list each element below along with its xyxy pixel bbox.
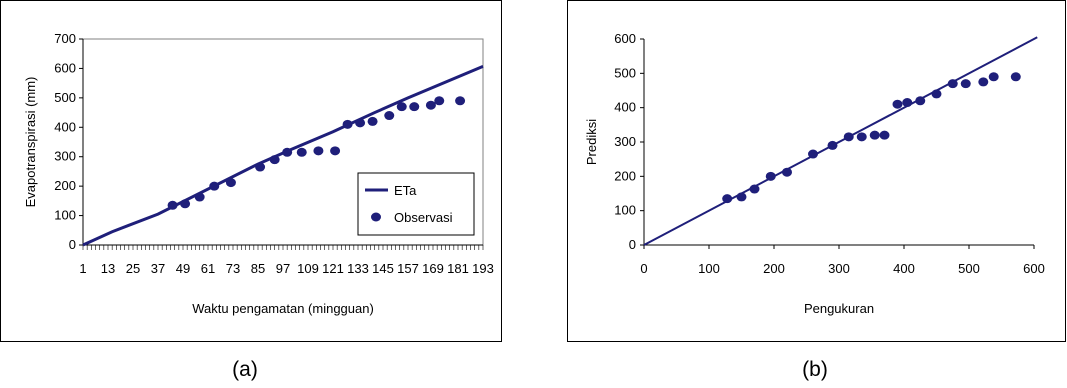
observasi-point (313, 146, 324, 156)
caption-b: (b) (802, 358, 828, 381)
y-tick-label: 0 (69, 237, 76, 252)
prediction-point (736, 192, 747, 202)
prediction-point (869, 130, 880, 140)
y-tick-label: 400 (54, 119, 76, 134)
prediction-point (782, 167, 792, 177)
y-tick-label: 0 (629, 237, 636, 252)
observasi-point (342, 119, 353, 129)
y-axis-label: Evapotranspirasi (mm) (23, 77, 38, 208)
prediction-point (827, 140, 838, 150)
x-tick-label: 0 (640, 261, 647, 276)
x-axis-label: Pengukuran (804, 301, 874, 316)
eta-series-line (82, 64, 484, 247)
observasi-point (455, 96, 466, 106)
prediction-point (960, 79, 971, 89)
y-axis-label: Prediksi (584, 119, 599, 165)
prediction-point (749, 184, 760, 194)
x-tick-label: 37 (151, 261, 165, 276)
y-tick-label: 200 (54, 178, 76, 193)
x-tick-label: 25 (126, 261, 140, 276)
y-tick-label: 500 (614, 65, 636, 80)
x-tick-label: 181 (447, 261, 469, 276)
x-tick-label: 400 (893, 261, 915, 276)
x-tick-label: 1 (79, 261, 86, 276)
prediction-point (843, 132, 854, 142)
prediction-point (856, 132, 867, 142)
legend-observasi-swatch (371, 212, 381, 222)
prediction-point (947, 79, 958, 89)
y-tick-label: 300 (54, 149, 76, 164)
x-tick-label: 500 (958, 261, 980, 276)
x-tick-label: 600 (1023, 261, 1045, 276)
chart-b-svg: 0 100 200 300 400 500 600 0 100 200 300 400 500 600 Pe… (584, 31, 1045, 316)
observasi-point (255, 162, 266, 172)
x-tick-label: 193 (472, 261, 494, 276)
observasi-point (384, 111, 395, 121)
observasi-point (425, 100, 436, 110)
prediction-point (1010, 72, 1021, 82)
x-tick-label: 100 (698, 261, 720, 276)
observasi-point (355, 118, 366, 128)
x-tick-label: 109 (297, 261, 319, 276)
y-tick-label: 300 (614, 134, 636, 149)
prediction-point (915, 96, 926, 106)
observasi-point (330, 146, 341, 156)
legend-box (357, 172, 475, 236)
y-tick-label: 700 (54, 31, 76, 46)
observasi-point (367, 116, 378, 126)
y-tick-label: 100 (54, 208, 76, 223)
x-tick-label: 97 (276, 261, 290, 276)
x-tick-label: 157 (397, 261, 419, 276)
x-tick-label: 133 (347, 261, 369, 276)
prediction-point (892, 99, 903, 109)
prediction-point (978, 77, 989, 87)
x-axis-label: Waktu pengamatan (mingguan) (192, 301, 374, 316)
prediction-point (931, 89, 942, 99)
observasi-point (296, 147, 307, 157)
observasi-point (194, 192, 205, 202)
x-tick-label: 61 (201, 261, 215, 276)
y-tick-label: 200 (614, 168, 636, 183)
x-tick-label: 73 (226, 261, 240, 276)
chart-panel-b: 0 100 200 300 400 500 600 0 100 200 300 400 500 600 Pe… (567, 0, 1066, 342)
observasi-point (209, 181, 220, 191)
prediction-point (765, 171, 776, 181)
y-tick-label: 500 (54, 90, 76, 105)
legend-observasi-label: Observasi (394, 210, 453, 225)
x-tick-label: 13 (101, 261, 115, 276)
x-tick-label: 169 (422, 261, 444, 276)
observasi-point (282, 147, 293, 157)
y-tick-label: 100 (614, 203, 636, 218)
chart-a-svg: 0 100 200 300 400 500 600 700 1 13 25 37 49 61 73 85 97 1… (23, 31, 494, 316)
x-tick-label: 49 (176, 261, 190, 276)
y-tick-label: 600 (54, 60, 76, 75)
prediction-point (902, 98, 913, 108)
chart-panel-a: 0 100 200 300 400 500 600 700 1 13 25 37 49 61 73 85 97 1… (0, 0, 502, 342)
y-tick-label: 600 (614, 31, 636, 46)
prediction-point (879, 130, 890, 140)
x-tick-label: 121 (322, 261, 344, 276)
prediction-point (808, 149, 818, 159)
y-tick-label: 400 (614, 100, 636, 115)
observasi-point (396, 102, 407, 112)
prediction-point (988, 72, 999, 82)
observasi-point (269, 155, 280, 165)
prediction-point (722, 194, 733, 204)
observasi-point (225, 178, 236, 188)
regression-line (643, 36, 1038, 246)
observasi-point (434, 96, 445, 106)
observasi-point (167, 200, 178, 210)
x-tick-label: 200 (763, 261, 785, 276)
x-tick-label: 300 (828, 261, 850, 276)
observasi-point (180, 199, 191, 209)
observasi-point (409, 102, 420, 112)
caption-a: (a) (232, 358, 258, 381)
x-tick-label: 145 (372, 261, 394, 276)
x-tick-label: 85 (251, 261, 265, 276)
legend-eta-label: ETa (394, 183, 417, 198)
